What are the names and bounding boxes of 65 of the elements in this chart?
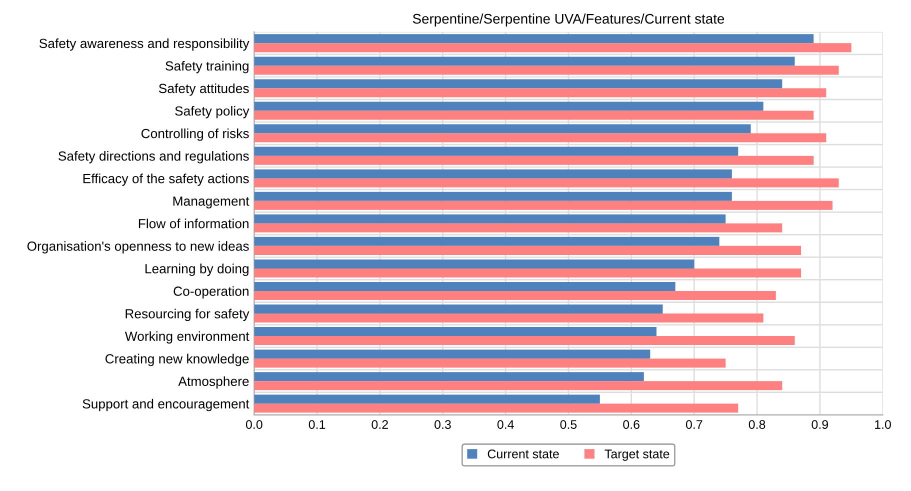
bar — [254, 169, 732, 178]
bar — [254, 192, 732, 201]
bar — [254, 56, 795, 66]
bar — [254, 246, 802, 255]
bar — [254, 350, 650, 359]
y-tick-label: Atmosphere — [178, 376, 249, 389]
bar — [254, 394, 600, 404]
x-tick-label: 0.7 — [686, 420, 702, 429]
y-tick-label: Organisation's openness to new ideas — [27, 241, 249, 254]
y-tick-label: Management — [173, 196, 250, 208]
y-tick-label: Flow of information — [138, 218, 248, 228]
bar — [254, 358, 726, 368]
x-tick-label: 0.1 — [308, 420, 326, 429]
legend-label: Target state — [604, 450, 670, 461]
y-tick-label: Resourcing for safety — [126, 308, 250, 322]
y-tick-label: Co-operation — [174, 286, 248, 299]
bar — [254, 304, 663, 314]
y-tick-label: Working environment — [124, 331, 250, 344]
bar — [254, 214, 726, 224]
y-tick-label: Controlling of risks — [141, 128, 249, 141]
bar — [254, 381, 782, 390]
y-tick-label: Learning by doing — [145, 264, 248, 276]
bar — [254, 268, 802, 278]
y-tick-label: Safety policy — [175, 106, 250, 118]
y-tick-label: Safety awareness and responsibility — [39, 38, 250, 51]
legend-label: Current state — [488, 450, 559, 458]
bar — [254, 79, 782, 88]
bar — [254, 43, 852, 52]
bar — [254, 372, 644, 382]
bar — [254, 156, 814, 165]
bar — [254, 102, 764, 111]
chart-title: Serpentine/Serpentine UVA/Features/Current state — [412, 14, 724, 26]
bar — [254, 404, 738, 413]
x-tick-label: 0.4 — [497, 420, 514, 429]
x-tick-label: 0.0 — [246, 420, 262, 429]
y-tick-label: Creating new knowledge — [105, 354, 249, 366]
bar — [254, 66, 839, 75]
bar — [254, 178, 839, 188]
bar — [254, 236, 720, 246]
y-tick-label: Efficacy of the safety actions — [83, 174, 249, 186]
y-tick-label: Safety directions and regulations — [58, 151, 249, 164]
y-tick-label: Support and encouragement — [82, 398, 250, 412]
bar — [254, 124, 751, 134]
bar — [254, 314, 764, 323]
bar — [254, 290, 776, 300]
bar — [254, 34, 814, 44]
bar — [254, 88, 826, 98]
x-tick-label: 0.3 — [434, 420, 451, 429]
bar — [254, 146, 738, 156]
x-tick-label: 0.5 — [560, 420, 577, 429]
y-tick-label: Safety attitudes — [158, 83, 249, 96]
bar — [254, 223, 782, 232]
bar — [254, 110, 814, 120]
x-tick-label: 0.8 — [748, 420, 766, 429]
bar — [254, 259, 694, 268]
bar — [254, 327, 656, 336]
bar — [254, 336, 795, 346]
bar — [254, 200, 832, 210]
x-tick-label: 0.9 — [812, 420, 828, 429]
y-tick-label: Safety training — [166, 60, 248, 74]
x-tick-label: 0.2 — [372, 420, 388, 429]
bar — [254, 133, 826, 142]
bar — [254, 282, 676, 291]
x-tick-label: 1.0 — [875, 420, 891, 429]
x-tick-label: 0.6 — [623, 420, 640, 429]
